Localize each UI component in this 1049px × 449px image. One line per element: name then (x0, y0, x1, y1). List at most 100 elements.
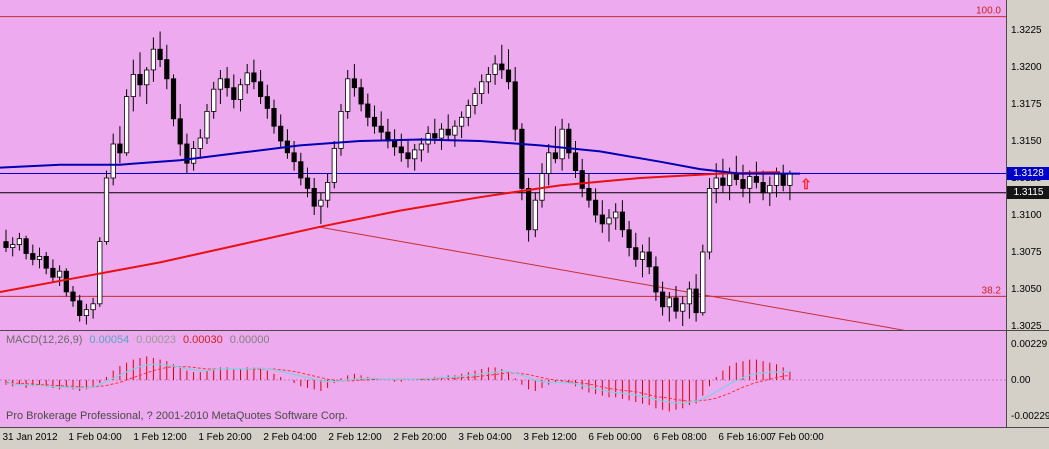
candle-body (184, 143, 190, 164)
candle-body (606, 217, 612, 225)
candle-body (619, 211, 626, 231)
candle-body (586, 187, 592, 201)
candle-body (680, 303, 686, 312)
candle-body (57, 270, 63, 278)
price-tick-label: 1.3175 (1011, 99, 1042, 110)
candle-body (311, 187, 317, 207)
candle-body (485, 74, 492, 83)
candle-body (666, 297, 672, 308)
candle-body (720, 177, 726, 186)
macd-value-2: 0.00023 (136, 334, 176, 346)
candle-body (264, 96, 270, 109)
candle-body (50, 267, 56, 278)
candle-body (492, 63, 498, 75)
panel-separator[interactable] (0, 330, 1049, 331)
candle-body (499, 63, 505, 71)
candle-body (257, 81, 264, 98)
candle-body (780, 173, 786, 186)
candle-body (298, 161, 304, 179)
candle-body (391, 140, 398, 148)
candle-body (231, 87, 237, 100)
candle-body (197, 137, 203, 149)
candle-body (124, 96, 130, 154)
candle-body (727, 173, 733, 186)
red-ma-line (0, 171, 781, 293)
candle-body (418, 143, 425, 151)
candle-body (371, 116, 378, 127)
candle-body (358, 87, 364, 105)
candle-body (3, 241, 9, 248)
macd-tick-label: -0.00229 (1011, 410, 1049, 422)
time-tick-label: 1 Feb 04:00 (68, 432, 122, 443)
price-tick-label: 1.3050 (1011, 284, 1042, 295)
candle-body (224, 78, 230, 89)
candle-body (63, 270, 69, 293)
time-tick-label: 6 Feb 00:00 (588, 432, 642, 443)
candle-body (767, 184, 773, 194)
candle-body (237, 84, 244, 101)
candle-body (365, 103, 371, 118)
candle-body (613, 211, 619, 219)
candle-body (626, 229, 632, 249)
candle-body (70, 291, 76, 302)
candle-body (546, 152, 552, 174)
candle-body (660, 291, 666, 308)
candle-body (398, 146, 404, 154)
fibo-label: 38.2 (982, 285, 1002, 296)
price-scale[interactable]: 1.32251.32001.31751.31501.31251.31001.30… (1006, 0, 1049, 427)
candle-body (331, 147, 337, 183)
candle-body (633, 247, 639, 260)
candle-body (706, 187, 713, 253)
candle-body (144, 69, 150, 86)
time-tick-label: 1 Feb 20:00 (198, 432, 252, 443)
candle-body (324, 181, 331, 201)
price-tick-label: 1.3200 (1011, 62, 1042, 73)
macd-label: MACD(12,26,9) (6, 334, 83, 346)
candle-body (10, 244, 16, 249)
candle-body (30, 253, 36, 260)
macd-value-4: 0.00000 (229, 334, 270, 346)
candle-body (43, 255, 49, 269)
macd-panel-bg (0, 331, 1006, 427)
candle-body (760, 181, 766, 194)
candle-body (639, 251, 646, 260)
candle-body (700, 251, 706, 314)
candle-body (190, 147, 197, 164)
candle-body (412, 149, 418, 160)
candle-body (552, 152, 559, 160)
price-tag: 1.3128 (1007, 167, 1049, 181)
candle-body (747, 176, 753, 189)
candle-body (479, 81, 485, 95)
macd-value-1: 0.00054 (89, 334, 130, 346)
candle-body (599, 214, 605, 225)
candle-body (211, 88, 217, 112)
chart-canvas[interactable]: 100.0 38.2 ⇧ (0, 0, 1006, 427)
candle-body (137, 74, 143, 86)
candle-body (338, 111, 344, 149)
candle-body (579, 170, 585, 189)
candle-body (405, 152, 411, 160)
candle-body (465, 105, 471, 118)
candle-body (278, 125, 284, 142)
candle-body (452, 125, 458, 136)
candle-body (653, 266, 659, 293)
candle-body (345, 78, 351, 112)
candle-body (713, 177, 719, 189)
macd-header: MACD(12,26,9) 0.00054 0.00023 0.00030 0.0000… (6, 334, 283, 346)
time-tick-label: 31 Jan 2012 (2, 432, 58, 443)
candle-body (505, 69, 512, 83)
candle-body (445, 128, 451, 136)
candle-body (164, 59, 170, 80)
macd-tick-label: 0.00229 (1011, 339, 1048, 351)
candle-body (244, 72, 250, 86)
up-arrow-icon: ⇧ (800, 176, 812, 192)
time-tick-label: 2 Feb 04:00 (263, 432, 317, 443)
price-tick-label: 1.3075 (1011, 247, 1042, 258)
candle-body (673, 297, 679, 312)
candle-body (532, 199, 538, 231)
price-panel-bg (0, 0, 1006, 330)
candle-body (16, 238, 23, 245)
time-axis[interactable]: 31 Jan 2012 1 Feb 04:00 1 Feb 12:00 1 Feb 2… (0, 427, 1049, 449)
candle-body (432, 133, 438, 139)
candle-body (559, 128, 565, 160)
